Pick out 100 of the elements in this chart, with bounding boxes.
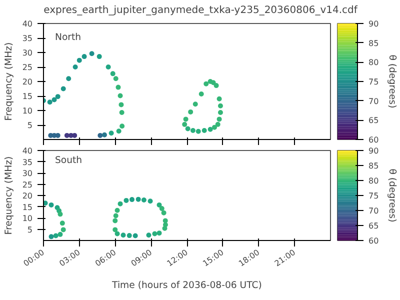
y-tick-label: 35 <box>22 158 33 167</box>
color-bar-label: 65 <box>368 222 379 230</box>
point <box>112 227 118 232</box>
point <box>44 200 48 206</box>
point <box>58 232 63 237</box>
point <box>60 227 66 232</box>
annotation: South <box>54 154 82 166</box>
point <box>208 126 213 132</box>
y-tick-label: 30 <box>22 169 33 178</box>
color-bar-label: 70 <box>368 96 379 106</box>
point <box>118 102 124 108</box>
color-bar-label: 80 <box>368 176 379 186</box>
point <box>89 51 94 56</box>
point <box>210 80 216 86</box>
point <box>120 232 126 238</box>
y-tick-label: 10 <box>22 106 33 116</box>
point <box>113 213 118 218</box>
point <box>53 233 58 238</box>
color-bar-label: 60 <box>368 136 379 144</box>
point <box>118 201 123 206</box>
color-bar-label: 85 <box>368 38 379 48</box>
point <box>190 128 196 134</box>
point <box>152 231 158 236</box>
color-bar-label: 90 <box>368 20 379 28</box>
point <box>156 202 162 208</box>
color-bar-label: 75 <box>368 192 379 200</box>
y-tick-label: 25 <box>22 180 33 190</box>
color-bar-label: 85 <box>368 162 379 170</box>
point <box>98 132 103 138</box>
point <box>183 116 188 122</box>
point <box>129 197 134 202</box>
color-bar-label: 65 <box>368 116 379 126</box>
point <box>214 83 219 88</box>
point <box>116 84 121 90</box>
y-axis-title: Frequency (MHz) <box>3 42 14 121</box>
point <box>66 76 72 82</box>
point <box>136 196 141 202</box>
point <box>113 76 118 82</box>
x-axis-title: Time (hours of 2036-08-06 UTC) <box>111 280 262 291</box>
point <box>159 206 164 212</box>
point <box>48 202 54 208</box>
point <box>82 54 87 60</box>
y-tick-label: 30 <box>22 48 33 58</box>
point <box>72 64 78 70</box>
point <box>124 198 129 203</box>
point <box>47 100 52 105</box>
color-bar-title: θ (degrees) <box>386 54 398 108</box>
point <box>204 81 209 86</box>
point <box>108 130 114 136</box>
y-axis-title: Frequency (MHz) <box>3 156 14 235</box>
point <box>215 122 220 127</box>
point <box>216 96 222 102</box>
point <box>202 128 207 134</box>
point <box>120 124 125 129</box>
point <box>216 116 222 122</box>
point <box>114 208 120 213</box>
y-tick-label: 10 <box>22 214 33 223</box>
point <box>141 198 146 202</box>
point <box>162 218 168 224</box>
point <box>119 110 124 116</box>
point <box>60 86 66 92</box>
y-tick-label: 40 <box>22 146 33 156</box>
point <box>48 234 54 240</box>
y-tick-label: 5 <box>27 121 33 130</box>
color-bar-label: 70 <box>368 206 379 216</box>
point <box>148 198 153 204</box>
point <box>188 109 194 114</box>
point <box>161 210 166 216</box>
point <box>114 231 120 236</box>
point <box>102 132 107 138</box>
point <box>60 220 65 226</box>
point <box>162 222 168 228</box>
color-bar-label: 60 <box>368 236 379 246</box>
color-bar-label: 80 <box>368 58 379 68</box>
point <box>64 132 70 138</box>
y-tick-label: 25 <box>22 63 33 72</box>
point <box>116 128 122 134</box>
point <box>118 93 123 98</box>
y-tick-label: 15 <box>22 92 33 101</box>
y-tick-label: 35 <box>22 34 33 43</box>
point <box>112 218 118 224</box>
point <box>182 122 188 127</box>
y-tick-label: 5 <box>27 225 33 234</box>
point <box>126 233 132 238</box>
annotation: North <box>54 32 82 44</box>
point <box>132 233 138 238</box>
color-bar-title: θ (degrees) <box>386 168 398 222</box>
point <box>185 126 190 132</box>
point <box>55 94 60 100</box>
point <box>146 232 152 238</box>
point <box>212 124 218 130</box>
point <box>110 71 116 76</box>
point <box>192 102 198 107</box>
point <box>198 91 204 96</box>
color-bar-label: 75 <box>368 78 379 86</box>
y-tick-label: 15 <box>22 202 33 212</box>
point <box>218 110 223 116</box>
point <box>72 132 78 138</box>
chart-title: expres_earth_jupiter_ganymede_txka-y235_20360806_v14.cdf <box>44 4 358 16</box>
point <box>58 212 63 217</box>
